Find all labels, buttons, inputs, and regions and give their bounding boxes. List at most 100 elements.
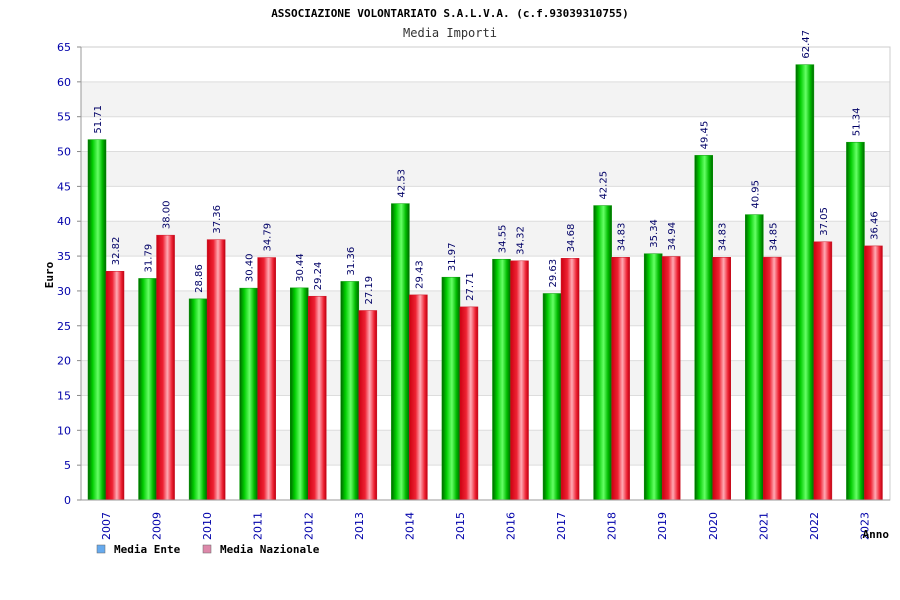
y-axis: 0 5 10 15 20 25 30 35 40 45 50 55 60 65 — [57, 41, 82, 507]
x-tick-label: 2023 — [858, 512, 871, 540]
data-label-media-nazionale-2017: 34.68 — [566, 224, 577, 253]
plot-band — [81, 116, 890, 152]
data-label-media-nazionale-2009: 38.00 — [162, 201, 173, 230]
y-axis-label: Euro — [43, 261, 56, 288]
data-label-media-ente-2016: 34.55 — [498, 225, 509, 254]
y-tick-label: 40 — [57, 215, 71, 228]
x-tick-label: 2016 — [505, 512, 518, 540]
data-label-media-ente-2009: 31.79 — [144, 244, 155, 273]
bar-media-ente-2022 — [795, 64, 815, 501]
plot-band — [81, 47, 890, 82]
bar-media-ente-2018 — [593, 205, 612, 501]
data-label-media-ente-2010: 28.86 — [194, 264, 205, 293]
x-axis: 2007 2009 2010 2011 2012 2013 2014 2015 2016 2017… — [81, 499, 890, 540]
bar-media-ente-2011 — [239, 287, 258, 501]
legend: Media Ente Media Nazionale — [96, 543, 320, 556]
bar-media-ente-2010 — [188, 298, 208, 501]
data-label-media-ente-2020: 49.45 — [700, 121, 711, 150]
data-label-media-nazionale-2013: 27.19 — [364, 276, 375, 305]
bar-media-ente-2015 — [441, 276, 461, 501]
data-label-media-nazionale-2015: 27.71 — [465, 272, 476, 301]
x-tick-label: 2021 — [757, 512, 770, 540]
x-tick-label: 2011 — [252, 512, 265, 540]
bar-media-nazionale-2017 — [560, 258, 580, 501]
x-tick-label: 2022 — [808, 512, 821, 540]
y-tick-label: 10 — [57, 424, 71, 437]
y-tick-label: 45 — [57, 180, 71, 193]
data-label-media-ente-2019: 35.34 — [649, 219, 660, 248]
bar-media-ente-2014 — [391, 203, 410, 501]
y-tick-label: 65 — [57, 41, 71, 54]
data-label-media-nazionale-2016: 34.32 — [516, 226, 527, 255]
bar-media-ente-2021 — [745, 214, 764, 501]
data-label-media-ente-2021: 40.95 — [750, 180, 761, 209]
y-tick-label: 15 — [57, 389, 71, 402]
bar-media-ente-2009 — [138, 278, 157, 501]
data-label-media-nazionale-2012: 29.24 — [313, 262, 324, 291]
bar-media-ente-2019 — [643, 253, 663, 501]
data-label-media-nazionale-2011: 34.79 — [263, 223, 274, 252]
bar-media-ente-2020 — [694, 155, 713, 501]
data-label-media-ente-2014: 42.53 — [396, 169, 407, 198]
data-label-media-nazionale-2019: 34.94 — [667, 222, 678, 251]
y-tick-label: 55 — [57, 111, 71, 124]
bar-media-nazionale-2022 — [813, 241, 833, 501]
bar-media-nazionale-2013 — [358, 310, 378, 501]
data-label-media-ente-2013: 31.36 — [346, 247, 357, 276]
bars — [87, 64, 883, 501]
bar-media-nazionale-2009 — [156, 234, 175, 501]
x-axis-label: Anno — [863, 528, 890, 541]
bar-media-ente-2016 — [492, 258, 511, 501]
legend-swatch-media-nazionale — [202, 544, 212, 554]
x-tick-label: 2007 — [100, 512, 113, 540]
data-label-media-nazionale-2021: 34.85 — [768, 222, 779, 251]
bar-media-nazionale-2020 — [712, 257, 731, 501]
bar-media-nazionale-2016 — [510, 260, 529, 501]
legend-swatch-media-ente — [96, 544, 106, 554]
chart-title: ASSOCIAZIONE VOLONTARIATO S.A.L.V.A. (c.… — [271, 7, 629, 20]
y-tick-label: 5 — [64, 459, 71, 472]
plot-band — [81, 151, 890, 187]
plot-band — [81, 81, 890, 117]
x-tick-label: 2019 — [656, 512, 669, 540]
x-tick-label: 2017 — [555, 512, 568, 540]
bar-media-nazionale-2012 — [308, 295, 327, 501]
bar-media-nazionale-2021 — [763, 256, 782, 501]
x-tick-label: 2014 — [403, 512, 416, 540]
bar-media-nazionale-2019 — [661, 256, 681, 501]
data-label-media-ente-2023: 51.34 — [851, 108, 862, 137]
y-tick-label: 25 — [57, 320, 71, 333]
data-label-media-ente-2022: 62.47 — [801, 30, 812, 59]
data-label-media-nazionale-2014: 29.43 — [414, 260, 425, 289]
data-labels: 51.71 32.82 31.79 38.00 28.86 37.36 30.40 34.79… — [93, 30, 880, 305]
data-label-media-ente-2012: 30.44 — [295, 253, 306, 282]
bar-media-nazionale-2015 — [459, 306, 479, 501]
y-tick-label: 35 — [57, 250, 71, 263]
data-label-media-ente-2007: 51.71 — [93, 105, 104, 134]
bar-media-nazionale-2010 — [206, 239, 226, 501]
x-tick-label: 2012 — [302, 512, 315, 540]
bar-media-ente-2007 — [87, 139, 107, 501]
data-label-media-nazionale-2007: 32.82 — [111, 237, 122, 266]
y-tick-label: 30 — [57, 285, 71, 298]
bar-media-nazionale-2023 — [864, 245, 883, 501]
bar-media-ente-2017 — [542, 293, 562, 501]
data-label-media-nazionale-2020: 34.83 — [718, 223, 729, 252]
x-tick-label: 2009 — [151, 512, 164, 540]
data-label-media-ente-2015: 31.97 — [447, 243, 458, 272]
plot-band — [81, 186, 890, 222]
bar-media-ente-2012 — [290, 287, 309, 501]
y-tick-label: 50 — [57, 146, 71, 159]
x-tick-label: 2015 — [454, 512, 467, 540]
x-tick-label: 2013 — [353, 512, 366, 540]
data-label-media-nazionale-2022: 37.05 — [819, 207, 830, 236]
x-tick-label: 2020 — [707, 512, 720, 540]
bar-media-nazionale-2007 — [105, 271, 125, 501]
bar-media-nazionale-2014 — [409, 294, 428, 501]
data-label-media-ente-2018: 42.25 — [599, 171, 610, 200]
bar-media-ente-2013 — [340, 281, 360, 501]
data-label-media-nazionale-2010: 37.36 — [212, 205, 223, 234]
data-label-media-nazionale-2018: 34.83 — [617, 223, 628, 252]
y-tick-label: 20 — [57, 355, 71, 368]
